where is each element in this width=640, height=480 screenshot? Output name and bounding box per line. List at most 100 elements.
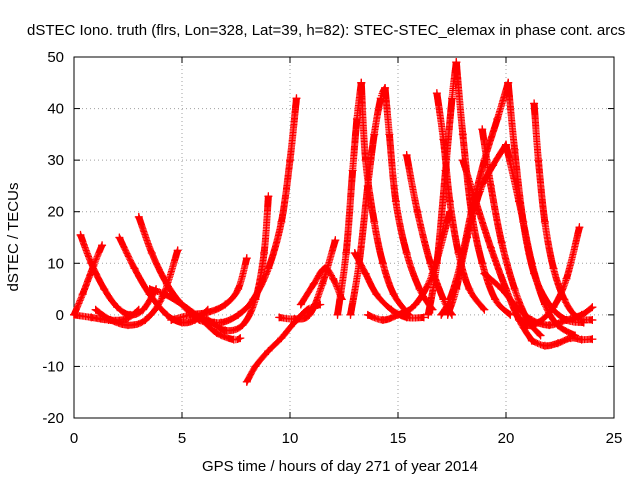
- data-point: [439, 135, 448, 144]
- y-tick-label: 30: [47, 152, 64, 169]
- data-point: [147, 248, 156, 257]
- data-point: [432, 259, 441, 268]
- data-point: [381, 83, 390, 92]
- data-point: [497, 285, 506, 294]
- y-axis-label: dSTEC / TECUs: [5, 183, 22, 292]
- data-point: [489, 161, 498, 170]
- series-arc15: [357, 78, 413, 319]
- data-point: [575, 223, 584, 232]
- y-tick-label: 40: [47, 101, 64, 118]
- x-tick-label: 5: [178, 430, 186, 447]
- data-point: [463, 233, 472, 242]
- data-point: [452, 58, 461, 67]
- data-point: [415, 285, 424, 294]
- data-point: [419, 313, 428, 322]
- data-point: [478, 259, 487, 268]
- data-point: [234, 310, 243, 319]
- data-point: [458, 130, 467, 139]
- data-point: [141, 316, 150, 325]
- data-point: [493, 114, 502, 123]
- data-point: [394, 310, 402, 319]
- chart-grid: [74, 57, 614, 418]
- series-arc32: [530, 99, 597, 325]
- data-point: [566, 334, 575, 343]
- data-point: [357, 78, 366, 87]
- data-point: [350, 248, 359, 257]
- data-point: [370, 130, 379, 139]
- data-point: [378, 259, 387, 268]
- x-tick-label: 25: [606, 430, 623, 447]
- data-point: [173, 246, 182, 255]
- data-point: [413, 207, 422, 216]
- data-point: [502, 140, 510, 149]
- y-tick-label: 10: [47, 255, 64, 272]
- plot-frame: [73, 56, 615, 419]
- data-point: [391, 197, 400, 206]
- data-point: [588, 303, 597, 312]
- data-point: [212, 328, 221, 337]
- data-point: [113, 303, 122, 312]
- data-point: [363, 181, 372, 190]
- data-point: [87, 313, 96, 322]
- y-tick-label: -10: [42, 358, 64, 375]
- series-markers: [334, 79, 365, 319]
- data-point: [251, 362, 260, 371]
- data-point: [562, 316, 571, 325]
- data-point: [106, 316, 115, 325]
- data-point: [305, 310, 314, 319]
- data-point: [385, 130, 394, 139]
- data-point: [286, 156, 294, 165]
- data-point: [378, 316, 387, 325]
- data-point: [162, 279, 171, 288]
- data-point: [560, 295, 569, 304]
- data-point: [402, 150, 411, 159]
- axis-ticks: 0 5 10 15 20 25 -20 -10 0 10 20 30 40 50: [42, 49, 622, 447]
- data-point: [545, 321, 554, 330]
- data-point: [292, 94, 301, 103]
- x-tick-label: 15: [390, 430, 407, 447]
- data-point: [242, 254, 251, 263]
- data-point: [577, 310, 586, 319]
- data-point: [318, 279, 327, 288]
- data-point: [236, 334, 245, 343]
- data-point: [134, 305, 143, 314]
- data-point: [510, 285, 519, 294]
- y-tick-label: 50: [47, 49, 64, 66]
- data-point: [445, 197, 454, 206]
- data-point: [348, 166, 357, 175]
- series-arc23: [432, 89, 489, 314]
- data-point: [478, 125, 487, 134]
- data-point: [424, 310, 433, 319]
- series-arc33: [480, 269, 597, 330]
- series-arc10: [199, 94, 301, 327]
- data-point: [91, 305, 100, 314]
- data-point: [370, 218, 379, 227]
- data-point: [277, 334, 286, 343]
- data-point: [260, 248, 269, 257]
- data-point: [296, 300, 305, 309]
- data-point: [514, 197, 523, 206]
- data-point: [527, 316, 536, 325]
- data-point: [387, 305, 396, 314]
- data-point: [89, 261, 98, 270]
- data-point: [264, 346, 273, 355]
- data-point: [162, 310, 171, 319]
- data-point: [465, 285, 474, 294]
- data-point: [264, 264, 273, 273]
- data-point: [512, 310, 521, 319]
- data-point: [402, 248, 411, 257]
- x-tick-label: 10: [282, 430, 299, 447]
- data-point: [290, 314, 299, 323]
- data-point: [480, 269, 489, 278]
- data-point: [389, 290, 398, 299]
- data-point: [577, 335, 586, 344]
- data-series: [70, 58, 597, 386]
- data-point: [549, 264, 558, 273]
- data-point: [346, 310, 355, 319]
- data-point: [480, 305, 489, 314]
- data-point: [329, 274, 338, 283]
- data-point: [588, 335, 597, 344]
- x-axis-label: GPS time / hours of day 271 of year 2014: [202, 458, 478, 475]
- data-point: [78, 290, 87, 299]
